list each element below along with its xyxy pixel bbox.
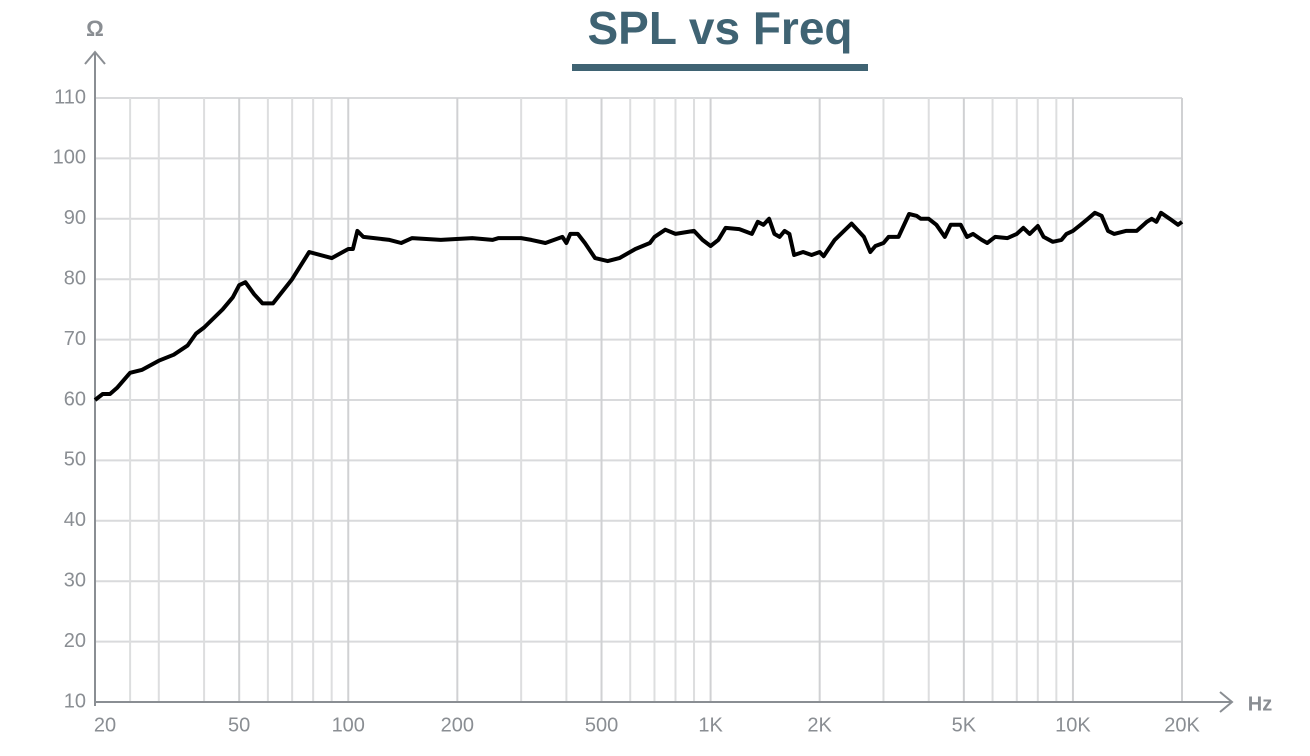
x-tick-label: 50 [228,714,250,736]
y-tick-label: 110 [54,86,86,108]
x-axis-label: Hz [1248,693,1272,715]
y-tick-label: 80 [64,267,86,289]
grid [95,97,1183,702]
y-tick-label: 30 [64,569,86,591]
y-tick-label: 50 [64,449,86,471]
x-tick-label: 1K [698,714,723,736]
title-underline [572,64,868,71]
y-tick-label: 60 [64,388,86,410]
y-axis-label: Ω [86,16,104,41]
x-axis-arrow [1219,691,1234,713]
y-tick-label: 40 [64,509,86,531]
x-tick-label: 200 [441,714,474,736]
x-tick-label: 10K [1055,714,1091,736]
y-axis-arrow [84,50,106,65]
y-tick-label: 90 [64,207,86,229]
x-tick-label: 500 [585,714,618,736]
x-tick-label: 20 [94,714,116,736]
y-tick-label: 70 [64,328,86,350]
line-series [93,210,1184,402]
y-tick-label: 20 [64,630,86,652]
y-tick-label: 100 [53,147,86,169]
y-tick-label: 10 [64,690,86,712]
x-tick-label: 2K [807,714,832,736]
x-tick-label: 5K [952,714,977,736]
chart-title: SPL vs Freq [587,2,852,54]
x-tick-label: 100 [332,714,365,736]
x-tick-label: 20K [1164,714,1200,736]
